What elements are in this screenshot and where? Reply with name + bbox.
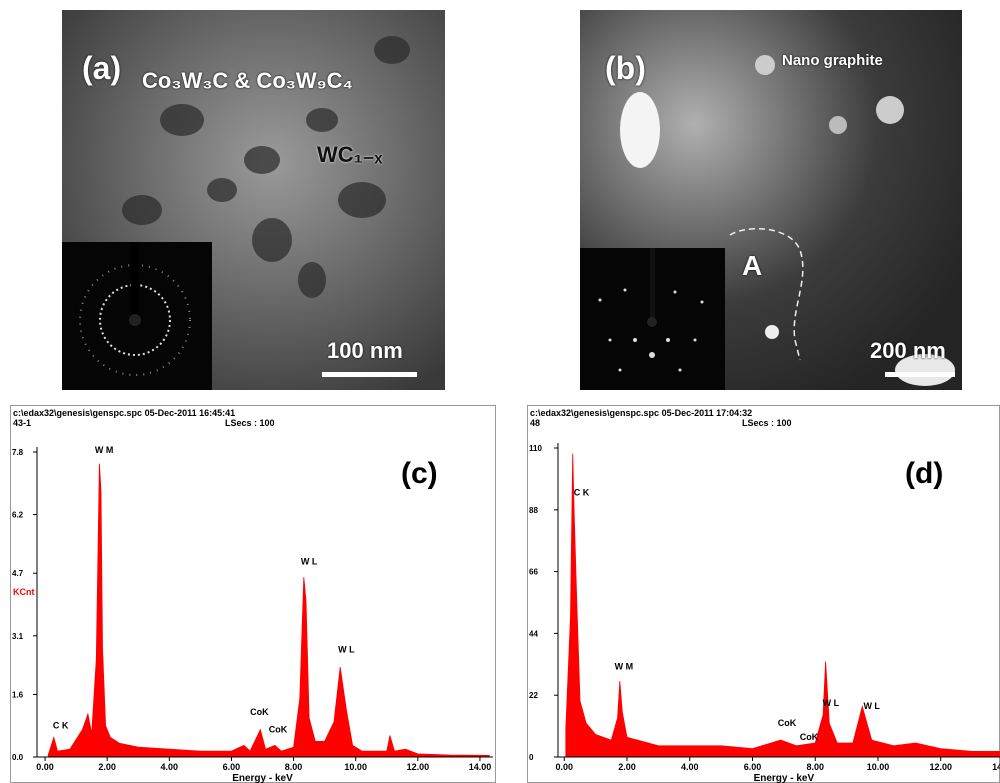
x-tick-label: 14.00 [992, 762, 1000, 772]
note-label: Nano graphite [782, 52, 883, 69]
y-tick-label: 6.2 [12, 511, 24, 520]
y-tick-label: 0.0 [12, 753, 24, 762]
spectrum [47, 463, 490, 758]
peak-label: W L [301, 556, 318, 566]
header-line: 48 [530, 418, 540, 428]
x-axis-label: Energy - keV [232, 773, 293, 783]
header-line: c:\edax32\genesis\genspc.spc 05-Dec-2011… [13, 408, 235, 418]
peak-label: C K [574, 488, 590, 498]
tem-image-a: (a) Co₃W₃C & Co₃W₉C₄ WC₁₋ₓ 100 nm [62, 10, 445, 390]
micrograph [580, 10, 962, 390]
panel-title: (c) [401, 457, 438, 490]
y-tick-label: 7.8 [12, 448, 24, 457]
scale-bar-label: 100 nm [327, 338, 403, 363]
peak-label: CoK [800, 732, 819, 742]
peak-label: W L [338, 644, 355, 654]
x-tick-label: 14.00 [469, 762, 492, 772]
x-tick-label: 2.00 [618, 762, 636, 772]
x-tick-label: 4.00 [681, 762, 699, 772]
peak-label: CoK [778, 718, 797, 728]
phase-label: Co₃W₃C & Co₃W₉C₄ [142, 68, 353, 93]
micrograph [62, 10, 445, 390]
y-axis-label: KCnt [13, 587, 35, 597]
peak-label: CoK [250, 707, 269, 717]
peak-label: W M [95, 445, 114, 455]
header-line: LSecs : 100 [742, 418, 792, 428]
header-line: LSecs : 100 [225, 418, 275, 428]
y-tick-label: 66 [529, 568, 538, 577]
peak-label: W L [863, 701, 880, 711]
scale-bar-label: 200 nm [870, 338, 946, 363]
header-line: c:\edax32\genesis\genspc.spc 05-Dec-2011… [530, 408, 752, 418]
x-tick-label: 0.00 [36, 762, 54, 772]
y-tick-label: 22 [529, 691, 538, 700]
x-tick-label: 4.00 [161, 762, 179, 772]
frame [10, 405, 496, 783]
peak-label: W M [615, 662, 634, 672]
spectrum-d: c:\edax32\genesis\genspc.spc 05-Dec-2011… [527, 405, 1000, 783]
spectrum-c: c:\edax32\genesis\genspc.spc 05-Dec-2011… [10, 405, 496, 783]
x-axis-label: Energy - keV [754, 773, 815, 783]
y-tick-label: 4.7 [12, 569, 24, 578]
y-tick-label: 110 [529, 444, 542, 453]
x-tick-label: 0.00 [556, 762, 574, 772]
tem-image-b: (b) Nano graphite A 200 nm [580, 10, 962, 390]
x-tick-label: 10.00 [344, 762, 367, 772]
panel-label: (a) [82, 50, 122, 86]
x-tick-label: 12.00 [929, 762, 952, 772]
x-tick-label: 10.00 [867, 762, 890, 772]
region-label: A [742, 250, 763, 281]
x-tick-label: 6.00 [744, 762, 762, 772]
x-tick-label: 2.00 [98, 762, 116, 772]
x-tick-label: 8.00 [285, 762, 303, 772]
peak-label: W L [823, 698, 840, 708]
peak-label: CoK [269, 724, 288, 734]
spectrum [565, 453, 1000, 758]
y-tick-label: 1.6 [12, 690, 24, 699]
x-tick-label: 6.00 [223, 762, 241, 772]
y-tick-label: 44 [529, 629, 538, 638]
phase-label: WC₁₋ₓ [317, 142, 383, 167]
y-tick-label: 88 [529, 506, 538, 515]
header-line: 43-1 [13, 418, 31, 428]
frame [527, 405, 1000, 783]
x-tick-label: 12.00 [407, 762, 430, 772]
panel-label: (b) [605, 50, 646, 86]
y-tick-label: 3.1 [12, 632, 24, 641]
panel-title: (d) [905, 457, 943, 490]
peak-label: C K [53, 721, 69, 731]
y-tick-label: 0 [529, 753, 534, 762]
x-tick-label: 8.00 [806, 762, 824, 772]
